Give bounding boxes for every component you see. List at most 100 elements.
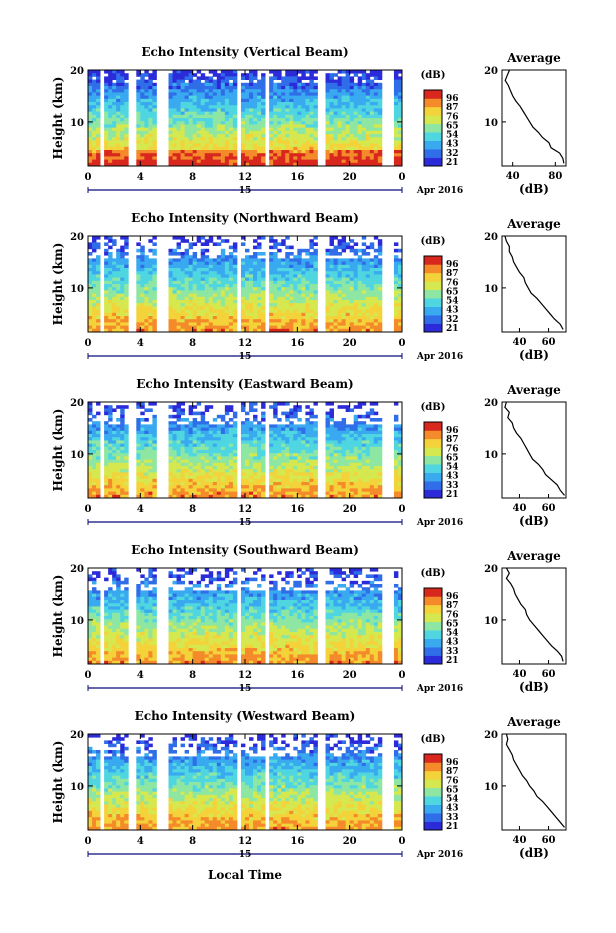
heatmap-cell xyxy=(277,249,281,253)
heatmap-cell xyxy=(116,118,120,122)
heatmap-cell xyxy=(217,274,221,278)
heatmap-cell xyxy=(297,86,301,90)
heatmap-cell xyxy=(277,472,281,476)
heatmap-cell xyxy=(124,115,128,119)
heatmap-cell xyxy=(305,160,309,164)
heatmap-cell xyxy=(144,488,148,492)
heatmap-cell xyxy=(273,303,277,307)
heatmap-cell xyxy=(177,144,181,148)
heatmap-cell xyxy=(104,469,108,473)
heatmap-cell xyxy=(136,147,140,151)
heatmap-cell xyxy=(297,294,301,298)
heatmap-cell xyxy=(342,115,346,119)
heatmap-cell xyxy=(358,313,362,317)
heatmap-cell xyxy=(233,156,237,160)
heatmap-cell xyxy=(185,488,189,492)
heatmap-cell xyxy=(305,70,309,74)
heatmap-cell xyxy=(96,73,100,77)
heatmap-cell xyxy=(116,460,120,464)
heatmap-cell xyxy=(217,472,221,476)
heatmap-cell xyxy=(197,456,201,460)
heatmap-cell xyxy=(108,463,112,467)
heatmap-cell xyxy=(173,160,177,164)
heatmap-cell xyxy=(221,150,225,154)
heatmap-cell xyxy=(173,450,177,454)
heatmap-cell xyxy=(273,281,277,285)
heatmap-cell xyxy=(217,128,221,132)
heatmap-cell xyxy=(205,488,209,492)
heatmap-cell xyxy=(277,440,281,444)
heatmap-cell xyxy=(289,137,293,141)
heatmap-cell xyxy=(229,128,233,132)
heatmap-cell xyxy=(152,431,156,435)
heatmap-cell xyxy=(366,160,370,164)
heatmap-cell xyxy=(108,453,112,457)
heatmap-cell xyxy=(144,460,148,464)
heatmap-cell xyxy=(309,287,313,291)
heatmap-cell xyxy=(201,319,205,323)
heatmap-cell xyxy=(394,131,398,135)
heatmap-cell xyxy=(305,322,309,326)
heatmap-cell xyxy=(148,310,152,314)
heatmap-cell xyxy=(253,303,257,307)
heatmap-cell xyxy=(378,319,382,323)
heatmap-cell xyxy=(293,444,297,448)
heatmap-cell xyxy=(261,121,265,125)
heatmap-cell xyxy=(144,156,148,160)
heatmap-cell xyxy=(173,300,177,304)
panel-2: Echo Intensity (Eastward Beam)2010Height… xyxy=(51,377,566,528)
heatmap-cell xyxy=(305,258,309,262)
heatmap-cell xyxy=(257,303,261,307)
heatmap-cell xyxy=(209,131,213,135)
heatmap-cell xyxy=(88,140,92,144)
heatmap-cell xyxy=(285,128,289,132)
heatmap-cell xyxy=(229,466,233,470)
heatmap-cell xyxy=(213,89,217,93)
heatmap-cell xyxy=(148,485,152,489)
heatmap-cell xyxy=(269,246,273,250)
heatmap-cell xyxy=(197,278,201,282)
heatmap-cell xyxy=(177,156,181,160)
heatmap-cell xyxy=(88,447,92,451)
heatmap-cell xyxy=(152,147,156,151)
heatmap-cell xyxy=(140,134,144,138)
heatmap-cell xyxy=(253,255,257,259)
heatmap-cell xyxy=(108,405,112,409)
heatmap-cell xyxy=(301,268,305,272)
heatmap-cell xyxy=(330,89,334,93)
heatmap-cell xyxy=(185,469,189,473)
heatmap-cell xyxy=(309,412,313,416)
heatmap-cell xyxy=(313,297,317,301)
heatmap-cell xyxy=(116,322,120,326)
heatmap-cell xyxy=(173,431,177,435)
heatmap-cell xyxy=(293,284,297,288)
heatmap-cell xyxy=(225,255,229,259)
heatmap-cell xyxy=(144,300,148,304)
heatmap-cell xyxy=(88,258,92,262)
heatmap-cell xyxy=(177,99,181,103)
heatmap-cell xyxy=(301,322,305,326)
heatmap-cell xyxy=(209,147,213,151)
heatmap-cell xyxy=(342,102,346,106)
heatmap-cell xyxy=(301,258,305,262)
heatmap-cell xyxy=(169,434,173,438)
heatmap-cell xyxy=(120,105,124,109)
heatmap-cell xyxy=(285,108,289,112)
heatmap-cell xyxy=(293,482,297,486)
heatmap-cell xyxy=(261,322,265,326)
heatmap-cell xyxy=(378,322,382,326)
heatmap-cell xyxy=(229,428,233,432)
heatmap-cell xyxy=(116,96,120,100)
heatmap-cell xyxy=(338,102,342,106)
heatmap-cell xyxy=(189,440,193,444)
heatmap-cell xyxy=(205,268,209,272)
heatmap-cell xyxy=(289,83,293,87)
heatmap-cell xyxy=(88,105,92,109)
heatmap-cell xyxy=(116,472,120,476)
heatmap-cell xyxy=(301,265,305,269)
heatmap-cell xyxy=(173,156,177,160)
heatmap-cell xyxy=(394,249,398,253)
heatmap-cell xyxy=(301,463,305,467)
heatmap-cell xyxy=(177,294,181,298)
heatmap-cell xyxy=(225,105,229,109)
